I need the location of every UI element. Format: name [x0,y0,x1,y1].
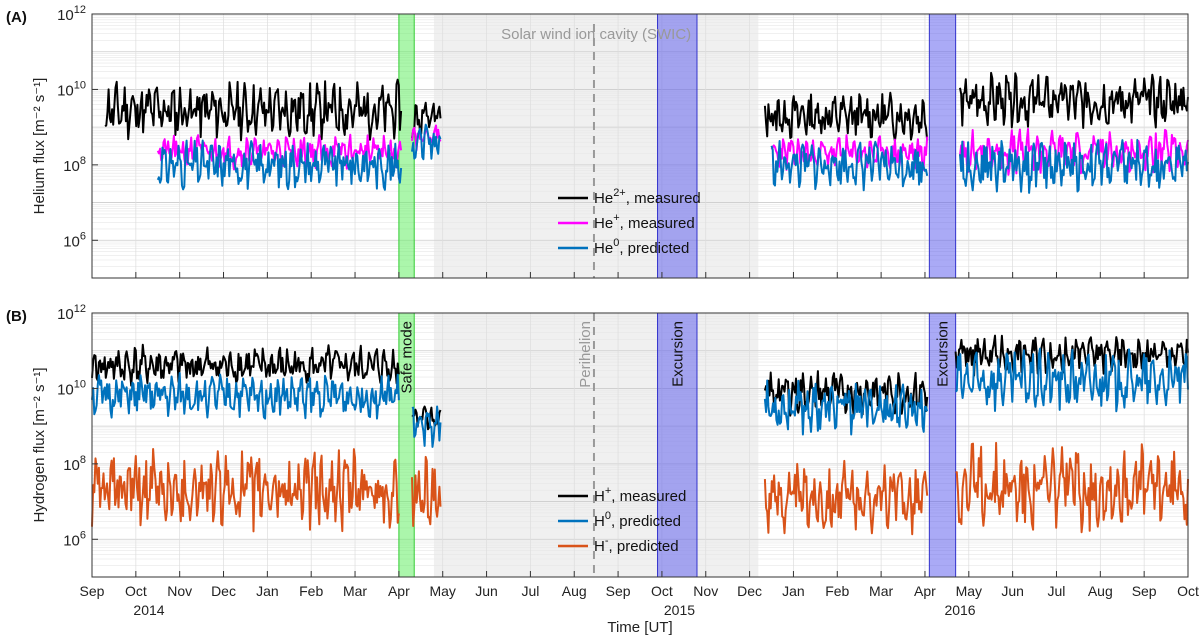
x-tick-label: Mar [869,583,893,599]
x-axis-label: Time [UT] [607,619,672,636]
series-line [411,101,442,139]
legend-entry: He2+, measured [594,187,701,207]
panel-label: (A) [6,9,27,26]
x-tick-label: Jan [256,583,279,599]
y-tick-label: 106 [63,230,86,250]
series-line [156,133,403,171]
y-tick-label: 108 [63,155,86,175]
x-tick-label: Jul [1048,583,1066,599]
panel-label: (B) [6,308,27,325]
helium-y-label: Helium flux [m⁻² s⁻¹] [31,78,48,215]
excursion-band [928,13,957,279]
x-tick-label: Dec [737,583,762,599]
y-tick-label: 1012 [57,303,86,323]
series-line [954,347,1189,413]
excursion-band [928,312,957,578]
x-tick-label: Apr [388,583,410,599]
panel-helium: 106 108 1010 1012 Helium flux [m⁻² s⁻¹] (A) So… [6,4,1189,279]
series-he-2 [156,123,1189,194]
legend-entry: H-, predicted [594,535,679,555]
series-h-2 [91,441,1189,536]
excursion-band [657,312,698,578]
x-tick-label: Jan [782,583,805,599]
legend-entry: He+, measured [594,212,695,232]
series-line [91,372,400,420]
x-tick-label: Jul [521,583,539,599]
excursion-label: Excursion [669,321,686,387]
x-tick-label: Nov [693,583,718,599]
x-axis: Sep Oct Nov Dec Jan Feb Mar Apr May Jun Jul Aug Sep O… [80,583,1199,618]
series-he-0 [104,71,1189,142]
x-tick-label: Sep [80,583,105,599]
series-line [770,140,929,192]
x-tick-label: Apr [914,583,936,599]
x-tick-label: Oct [1177,583,1199,599]
legend-entry: H0, predicted [594,510,681,530]
x-tick-label: Sep [606,583,631,599]
safe-mode-label: Safe mode [399,321,416,394]
panel-hydrogen: 106 108 1010 1012 Hydrogen flux [m⁻² s⁻¹] (B)… [6,303,1189,578]
x-tick-label: Nov [167,583,192,599]
series-line [763,370,929,417]
series-line [411,455,442,527]
legend: H+, measured H0, predicted H-, predicted [558,485,686,555]
series-line [955,441,1189,534]
x-tick-label: Jun [1001,583,1024,599]
x-tick-label: Mar [343,583,367,599]
y-tick-label: 106 [63,529,86,549]
excursion-label: Excursion [934,321,951,387]
series-line [411,123,442,161]
series-line [763,379,929,436]
x-tick-label: Aug [562,583,587,599]
series-line [959,138,1189,194]
hydrogen-y-label: Hydrogen flux [m⁻² s⁻¹] [31,367,48,522]
x-tick-label: Jun [475,583,498,599]
x-year-label: 2014 [133,602,164,618]
y-tick-label: 1012 [57,4,86,24]
y-tick-label: 1010 [57,378,86,398]
series-line [763,459,929,536]
series-line [91,343,400,387]
series-line [411,405,442,448]
excursion-band [657,13,698,279]
series-line [959,71,1189,129]
series-line [156,139,403,191]
y-tick-label: 108 [63,454,86,474]
axes-box [91,312,1189,578]
legend-entry: He0, predicted [594,237,689,257]
y-tick-label: 1010 [57,79,86,99]
x-tick-label: May [429,583,455,599]
swic-region [433,14,759,278]
swic-region [433,313,759,577]
series-line [104,78,403,142]
x-tick-label: Feb [825,583,849,599]
x-tick-label: Dec [211,583,236,599]
x-tick-label: Aug [1088,583,1113,599]
series-h-1 [91,347,1189,448]
perihelion-label: Perihelion [577,321,594,388]
x-year-label: 2015 [664,602,695,618]
series-line [763,91,929,142]
legend: He2+, measured He+, measured He0, predicte… [558,187,701,257]
x-tick-label: Oct [651,583,673,599]
x-tick-label: Oct [125,583,147,599]
axes-box [91,13,1189,279]
legend-entry: H+, measured [594,485,686,505]
swic-label: Solar wind ion cavity (SWIC) [501,26,691,43]
x-year-label: 2016 [944,602,975,618]
x-tick-label: Feb [299,583,323,599]
series-line [91,448,400,533]
x-tick-label: Sep [1132,583,1157,599]
x-tick-label: May [956,583,982,599]
